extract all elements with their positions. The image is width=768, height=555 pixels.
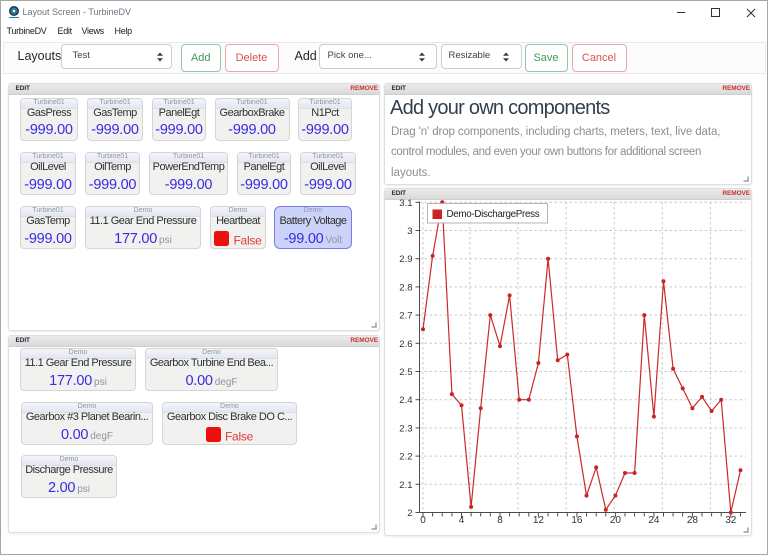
svg-text:3.1: 3.1 (399, 198, 412, 209)
svg-text:2.8: 2.8 (399, 282, 412, 293)
svg-text:2.3: 2.3 (399, 423, 412, 434)
svg-text:2.9: 2.9 (399, 254, 412, 265)
svg-text:20: 20 (610, 515, 622, 526)
svg-text:8: 8 (497, 515, 503, 526)
svg-text:2.2: 2.2 (399, 452, 412, 463)
svg-text:2.7: 2.7 (399, 311, 412, 322)
svg-text:32: 32 (725, 515, 737, 526)
svg-text:0: 0 (420, 515, 426, 526)
svg-text:2: 2 (407, 508, 412, 519)
svg-text:28: 28 (687, 515, 699, 526)
svg-text:4: 4 (459, 515, 465, 526)
svg-text:24: 24 (648, 515, 660, 526)
svg-text:3: 3 (407, 226, 412, 237)
svg-text:12: 12 (533, 515, 545, 526)
svg-text:2.4: 2.4 (399, 395, 412, 406)
svg-text:2.5: 2.5 (399, 367, 412, 378)
svg-text:2.6: 2.6 (399, 339, 412, 350)
svg-text:2.1: 2.1 (399, 480, 412, 491)
svg-text:16: 16 (571, 515, 583, 526)
svg-text:Demo-DischargePress: Demo-DischargePress (447, 209, 540, 220)
